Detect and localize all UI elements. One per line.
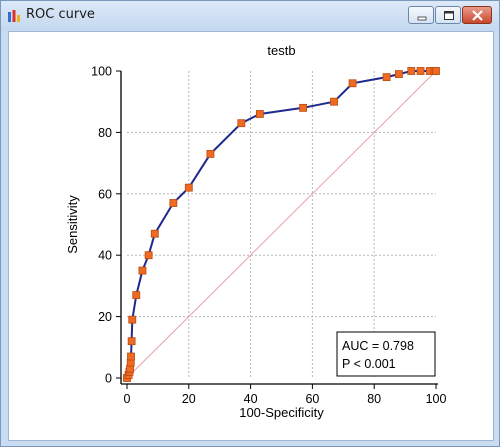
window-title: ROC curve (26, 7, 95, 22)
data-point-marker (132, 291, 141, 300)
data-point-marker (150, 229, 159, 238)
annotation-frame (336, 331, 436, 377)
minimize-icon (417, 16, 427, 21)
x-tick-label: 0 (124, 392, 131, 406)
data-point-marker (432, 67, 440, 75)
data-point-marker (299, 103, 308, 112)
data-point-marker (348, 79, 357, 88)
x-tick-label: 20 (182, 392, 196, 406)
data-point-marker (255, 110, 264, 118)
chart-area: testb 0 20 40 60 80 100 0 20 40 60 80 100 100-Speci… (8, 31, 494, 441)
maximize-icon (444, 11, 454, 20)
reference-diagonal-line (126, 70, 437, 379)
y-tick-label: 60 (98, 187, 112, 201)
roc-markers (123, 67, 440, 382)
maximize-button[interactable] (435, 6, 461, 24)
x-tick-label: 100 (426, 392, 447, 406)
x-axis-label: 100-Specificity (239, 405, 324, 420)
chart-app-icon (8, 10, 20, 22)
y-tick-label: 40 (98, 249, 112, 263)
minimize-button[interactable] (408, 6, 434, 24)
data-point-marker (206, 149, 215, 158)
axes (116, 70, 438, 389)
auc-text: AUC = 0.798 (342, 339, 414, 353)
p-value-text: P < 0.001 (342, 357, 396, 371)
x-tick-label: 60 (305, 392, 319, 406)
roc-chart: testb 0 20 40 60 80 100 0 20 40 60 80 100 100-Speci… (65, 43, 446, 420)
data-point-marker (407, 67, 416, 75)
data-point-marker (128, 315, 137, 324)
x-tick-label: 80 (367, 392, 381, 406)
x-tick-label: 40 (244, 392, 258, 406)
data-point-marker (395, 70, 403, 78)
data-point-marker (416, 67, 425, 75)
annotation-box: AUC = 0.798 P < 0.001 (336, 331, 436, 377)
tick-labels: 0 20 40 60 80 100 0 20 40 60 80 100 (91, 65, 446, 407)
close-button[interactable] (462, 6, 492, 24)
chart-title: testb (267, 43, 295, 58)
data-point-marker (138, 266, 147, 275)
y-tick-label: 20 (98, 310, 112, 324)
data-point-marker (169, 199, 178, 207)
data-point-marker (330, 97, 338, 106)
grid-layer (127, 71, 436, 378)
y-tick-label: 80 (98, 126, 112, 140)
data-point-marker (237, 119, 246, 128)
close-icon (472, 10, 483, 21)
y-axis-label: Sensitivity (65, 195, 80, 254)
data-point-marker (382, 73, 391, 82)
y-tick-label: 0 (105, 372, 112, 386)
data-point-marker (127, 352, 135, 361)
data-point-marker (127, 337, 136, 346)
y-tick-label: 100 (91, 65, 112, 79)
data-point-marker (184, 183, 193, 192)
title-bar[interactable]: ROC curve (1, 1, 499, 31)
data-point-marker (144, 251, 153, 260)
